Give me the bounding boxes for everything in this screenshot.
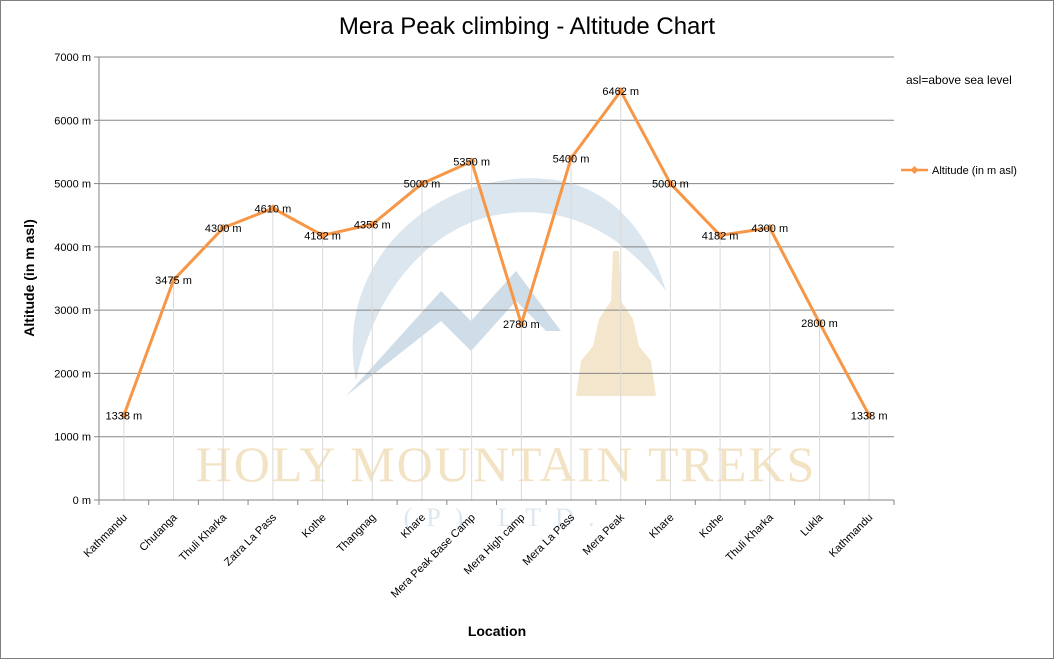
- legend: Altitude (in m asl): [901, 165, 1017, 177]
- data-point: [567, 154, 576, 163]
- data-point: [815, 318, 824, 327]
- x-tick-label: Kathmandu: [827, 512, 875, 560]
- data-point: [865, 411, 874, 420]
- data-label: 5350 m: [453, 156, 490, 168]
- x-tick-label: Thuli Kharka: [177, 511, 230, 564]
- x-tick-label: Thangnag: [335, 512, 379, 556]
- data-point: [368, 220, 377, 229]
- y-tick-label: 2000 m: [54, 368, 91, 380]
- data-point: [169, 276, 178, 285]
- data-label: 5000 m: [652, 179, 689, 191]
- watermark-subtext: (P) LTD.: [404, 503, 609, 532]
- x-tick-label: Chutanga: [137, 511, 180, 554]
- data-point: [318, 231, 327, 240]
- x-tick-label: Zatra La Pass: [222, 511, 279, 568]
- y-tick-label: 1000 m: [54, 432, 91, 444]
- watermark-arc-logo: [352, 178, 666, 381]
- data-point: [119, 411, 128, 420]
- data-point: [616, 87, 625, 96]
- data-label: 4610 m: [255, 203, 292, 215]
- x-tick-label: Lukla: [799, 511, 827, 539]
- x-tick-label: Thuli Kharka: [724, 511, 777, 564]
- y-tick-label: 3000 m: [54, 305, 91, 317]
- data-label: 4300 m: [751, 223, 788, 235]
- data-point: [666, 179, 675, 188]
- altitude-series-line: [122, 89, 871, 417]
- data-label: 2800 m: [801, 318, 838, 330]
- data-label: 6462 m: [602, 86, 639, 98]
- y-tick-label: 6000 m: [54, 115, 91, 127]
- x-tick-label: Khare: [647, 512, 676, 541]
- watermark-mountain-logo: [346, 271, 561, 396]
- data-point: [467, 157, 476, 166]
- data-label: 4300 m: [205, 223, 242, 235]
- data-label: 4182 m: [304, 230, 341, 242]
- watermark-text: HOLY MOUNTAIN TREKS: [196, 436, 817, 492]
- y-tick-label: 0 m: [73, 495, 91, 507]
- chart-title: Mera Peak climbing - Altitude Chart: [339, 13, 715, 40]
- data-point: [268, 204, 277, 213]
- data-point: [716, 231, 725, 240]
- data-label: 4182 m: [702, 230, 739, 242]
- data-point: [417, 179, 426, 188]
- y-tick-label: 7000 m: [54, 52, 91, 64]
- data-point: [517, 320, 526, 329]
- data-label: 4356 m: [354, 219, 391, 231]
- data-label: 1338 m: [105, 410, 142, 422]
- data-label: 2780 m: [503, 319, 540, 331]
- data-label: 5000 m: [404, 179, 441, 191]
- x-tick-label: Kathmandu: [82, 512, 130, 560]
- data-point: [765, 223, 774, 232]
- y-tick-label: 5000 m: [54, 179, 91, 191]
- data-point: [219, 223, 228, 232]
- legend-marker: [910, 166, 919, 174]
- watermark-stupa-logo: [576, 251, 656, 396]
- y-tick-label: 4000 m: [54, 242, 91, 254]
- data-label: 3475 m: [155, 275, 192, 287]
- x-axis-title: Location: [468, 623, 526, 639]
- watermark: HOLY MOUNTAIN TREKS (P) LTD.: [196, 178, 817, 532]
- data-label: 5400 m: [553, 153, 590, 165]
- chart-annotation: asl=above sea level: [906, 73, 1012, 87]
- x-tick-label: Kothe: [697, 512, 726, 541]
- legend-label: Altitude (in m asl): [932, 165, 1017, 177]
- x-tick-label: Kothe: [300, 512, 329, 541]
- y-axis-title: Altitude (in m asl): [21, 219, 37, 336]
- data-label: 1338 m: [851, 410, 888, 422]
